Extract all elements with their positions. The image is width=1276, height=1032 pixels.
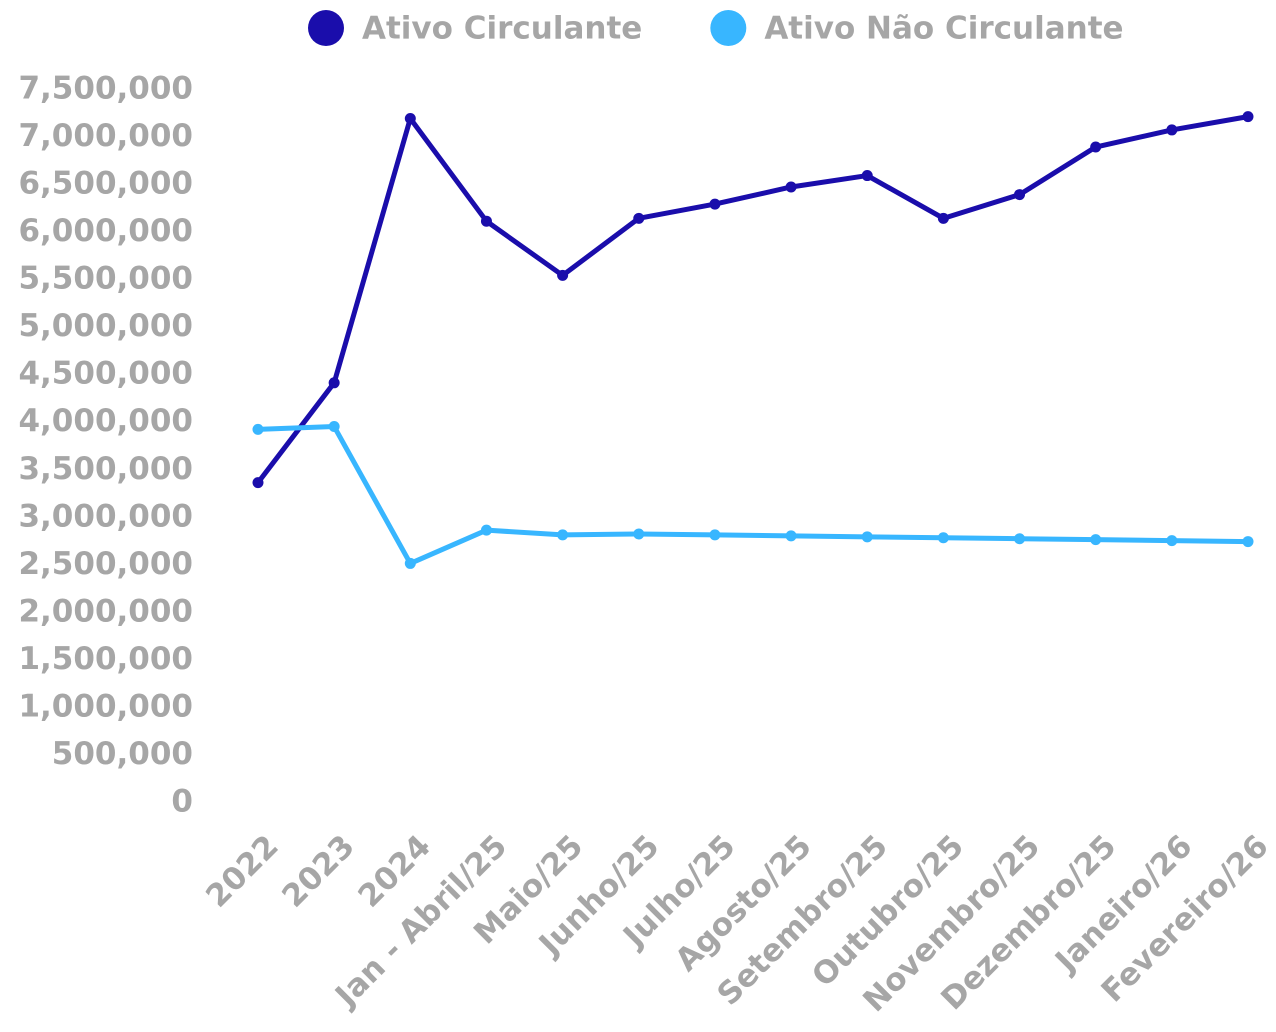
y-tick-label: 6,000,000	[18, 213, 193, 249]
data-point	[557, 269, 569, 281]
y-tick-label: 500,000	[52, 736, 193, 772]
data-point	[937, 532, 949, 544]
y-tick-label: 1,500,000	[18, 641, 193, 677]
y-tick-label: 7,000,000	[18, 118, 193, 154]
data-point	[480, 215, 492, 227]
x-tick-label: 2022	[199, 828, 285, 914]
x-tick-label: 2023	[275, 828, 361, 914]
data-point	[709, 529, 721, 541]
y-tick-label: 0	[171, 784, 193, 820]
data-point	[1166, 535, 1178, 547]
legend-label: Ativo Circulante	[362, 11, 642, 47]
data-point	[557, 529, 569, 541]
data-point	[1166, 124, 1178, 136]
data-point	[328, 421, 340, 433]
y-tick-label: 4,500,000	[18, 356, 193, 392]
series-line	[257, 424, 1249, 566]
y-tick-label: 2,500,000	[18, 546, 193, 582]
data-point	[252, 477, 264, 489]
data-point	[709, 198, 721, 210]
y-tick-label: 5,500,000	[18, 261, 193, 297]
legend-marker	[308, 10, 344, 46]
y-tick-label: 5,000,000	[18, 308, 193, 344]
data-point	[861, 531, 873, 543]
data-point	[1090, 534, 1102, 546]
y-tick-label: 6,500,000	[18, 166, 193, 202]
data-point	[937, 212, 949, 224]
legend-marker	[710, 10, 747, 46]
data-point	[1014, 189, 1026, 201]
data-point	[1242, 111, 1254, 123]
y-tick-label: 3,000,000	[18, 498, 193, 534]
data-point	[404, 113, 416, 125]
y-tick-label: 7,500,000	[18, 71, 193, 107]
data-point	[1242, 536, 1254, 548]
y-tick-label: 4,000,000	[18, 403, 193, 439]
data-point	[1090, 141, 1102, 153]
data-point	[480, 524, 492, 536]
y-tick-label: 3,500,000	[18, 451, 193, 487]
data-point	[785, 181, 797, 193]
data-point	[252, 423, 264, 435]
data-point	[1014, 533, 1026, 545]
y-tick-label: 2,000,000	[18, 593, 193, 629]
data-point	[633, 528, 645, 540]
series-line	[256, 114, 1249, 485]
data-point	[633, 212, 645, 224]
data-point	[861, 170, 873, 182]
legend-label: Ativo Não Circulante	[764, 11, 1123, 47]
data-point	[328, 377, 340, 389]
data-point	[404, 557, 416, 569]
y-tick-label: 1,000,000	[18, 688, 193, 724]
data-point	[785, 530, 797, 542]
